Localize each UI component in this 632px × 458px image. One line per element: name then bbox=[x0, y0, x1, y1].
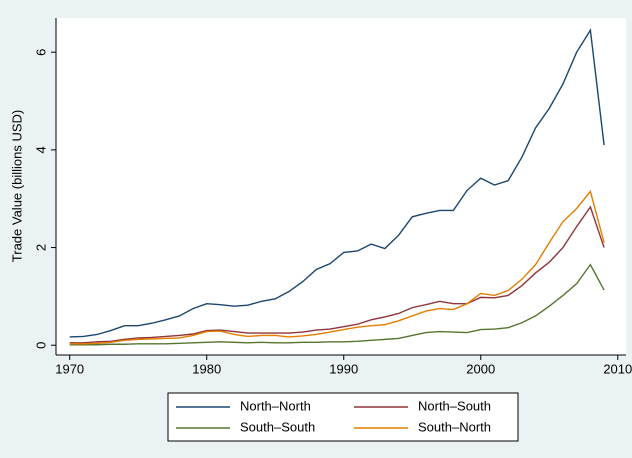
legend-label: South–North bbox=[418, 419, 491, 434]
series-line bbox=[69, 28, 605, 338]
y-tick-label: 0 bbox=[33, 342, 48, 349]
x-tick-label: 2010 bbox=[603, 361, 632, 376]
series-line bbox=[69, 263, 605, 346]
series-line bbox=[69, 205, 605, 344]
series-line bbox=[69, 189, 605, 345]
y-tick-label: 2 bbox=[33, 244, 48, 251]
legend-label: South–South bbox=[240, 419, 315, 434]
plot-area bbox=[56, 18, 626, 355]
x-tick-label: 1970 bbox=[55, 361, 84, 376]
legend-label: North–South bbox=[418, 398, 491, 413]
y-tick-label: 6 bbox=[33, 49, 48, 56]
x-tick-label: 2000 bbox=[466, 361, 495, 376]
x-tick-label: 1990 bbox=[329, 361, 358, 376]
legend bbox=[167, 392, 519, 442]
y-axis-title: Trade Value (billions USD) bbox=[9, 110, 24, 262]
legend-label: North–North bbox=[240, 398, 311, 413]
x-tick-label: 1980 bbox=[192, 361, 221, 376]
y-tick-label: 4 bbox=[33, 146, 48, 153]
